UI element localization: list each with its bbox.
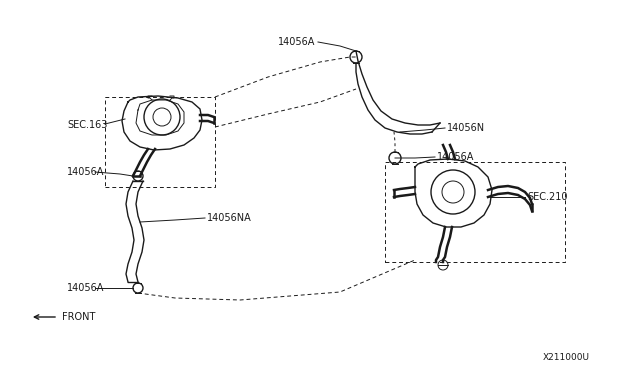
Text: 14056N: 14056N [447, 123, 485, 133]
Text: SEC.210: SEC.210 [527, 192, 568, 202]
Text: X211000U: X211000U [543, 353, 590, 362]
Text: 14056A: 14056A [67, 283, 104, 293]
Text: 14056A: 14056A [437, 152, 474, 162]
Text: 14056NA: 14056NA [207, 213, 252, 223]
Text: 14056A: 14056A [67, 167, 104, 177]
Text: SEC.163: SEC.163 [67, 120, 108, 130]
Text: FRONT: FRONT [62, 312, 95, 322]
Text: 14056A: 14056A [278, 37, 316, 47]
